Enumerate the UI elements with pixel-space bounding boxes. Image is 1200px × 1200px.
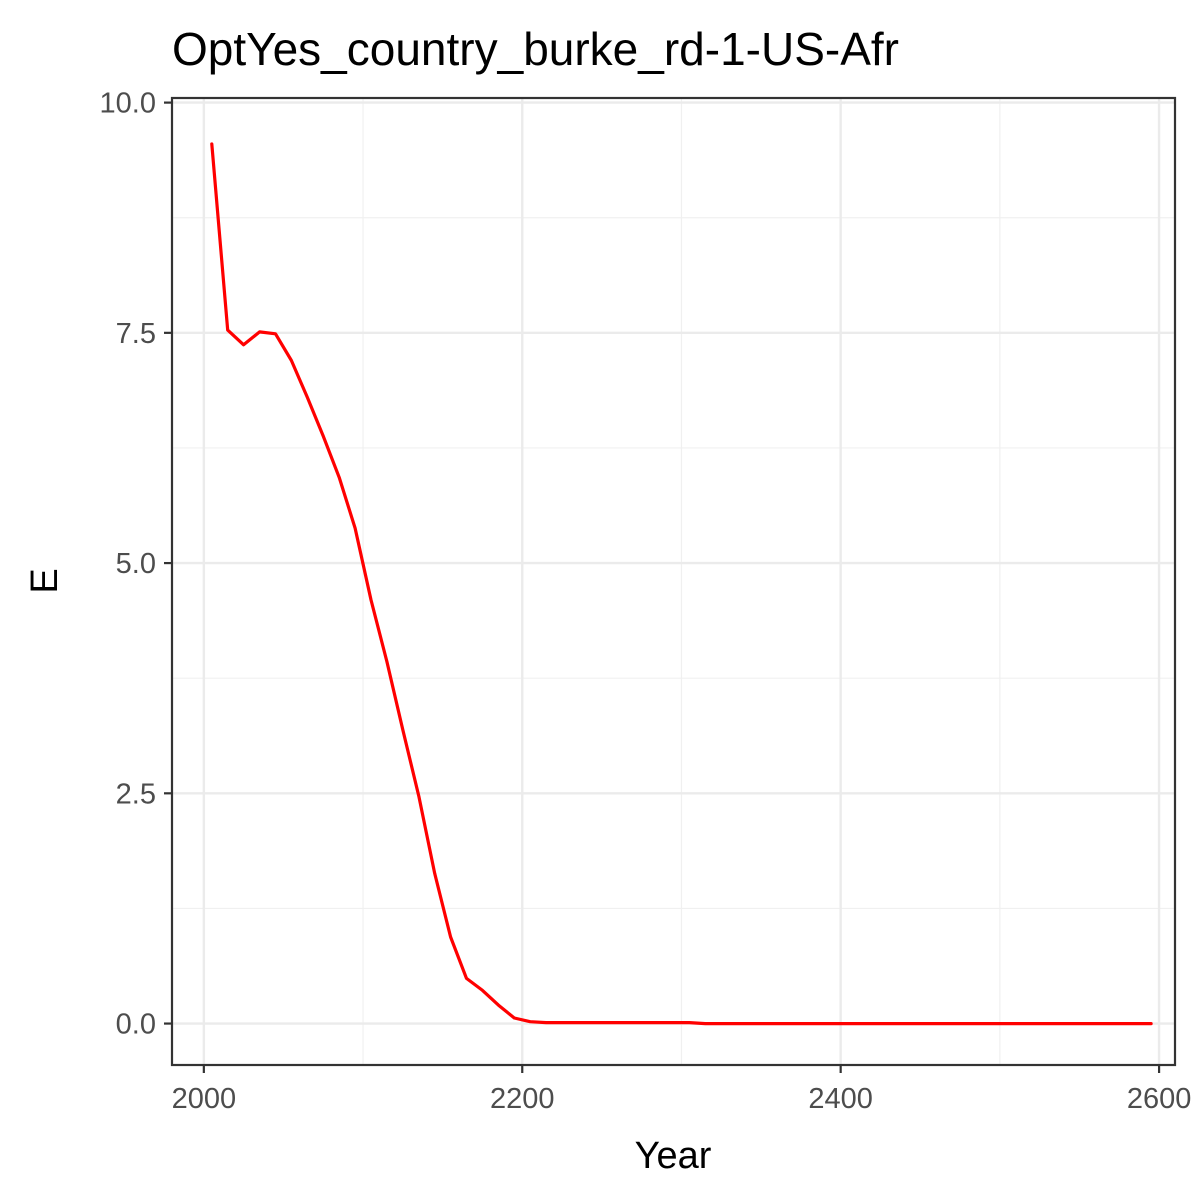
panel-background: [172, 98, 1175, 1065]
plot-panel: [170, 96, 1177, 1067]
y-axis: 0.0 2.5 5.0 7.5 10.0: [100, 88, 172, 1041]
minor-gridlines: [172, 98, 1175, 1065]
y-tick-label: 0.0: [116, 1009, 156, 1041]
series-line: [210, 142, 1153, 1026]
x-axis: 2000 2200 2400 2600: [172, 1065, 1192, 1115]
x-tick-label: 2000: [172, 1083, 237, 1115]
y-tick-label: 5.0: [116, 548, 156, 580]
x-tick-label: 2600: [1127, 1083, 1192, 1115]
series-layer: [210, 142, 1153, 1026]
y-tick-label: 7.5: [116, 318, 156, 350]
x-tick-label: 2200: [490, 1083, 555, 1115]
chart-title: OptYes_country_burke_rd-1-US-Afr: [172, 23, 899, 75]
y-tick-label: 2.5: [116, 778, 156, 810]
panel-border: [170, 96, 1177, 1067]
x-tick-label: 2400: [808, 1083, 873, 1115]
x-axis-title: Year: [635, 1135, 712, 1177]
y-axis-title: E: [24, 568, 66, 593]
y-tick-label: 10.0: [100, 88, 156, 120]
major-gridlines: [172, 98, 1175, 1065]
